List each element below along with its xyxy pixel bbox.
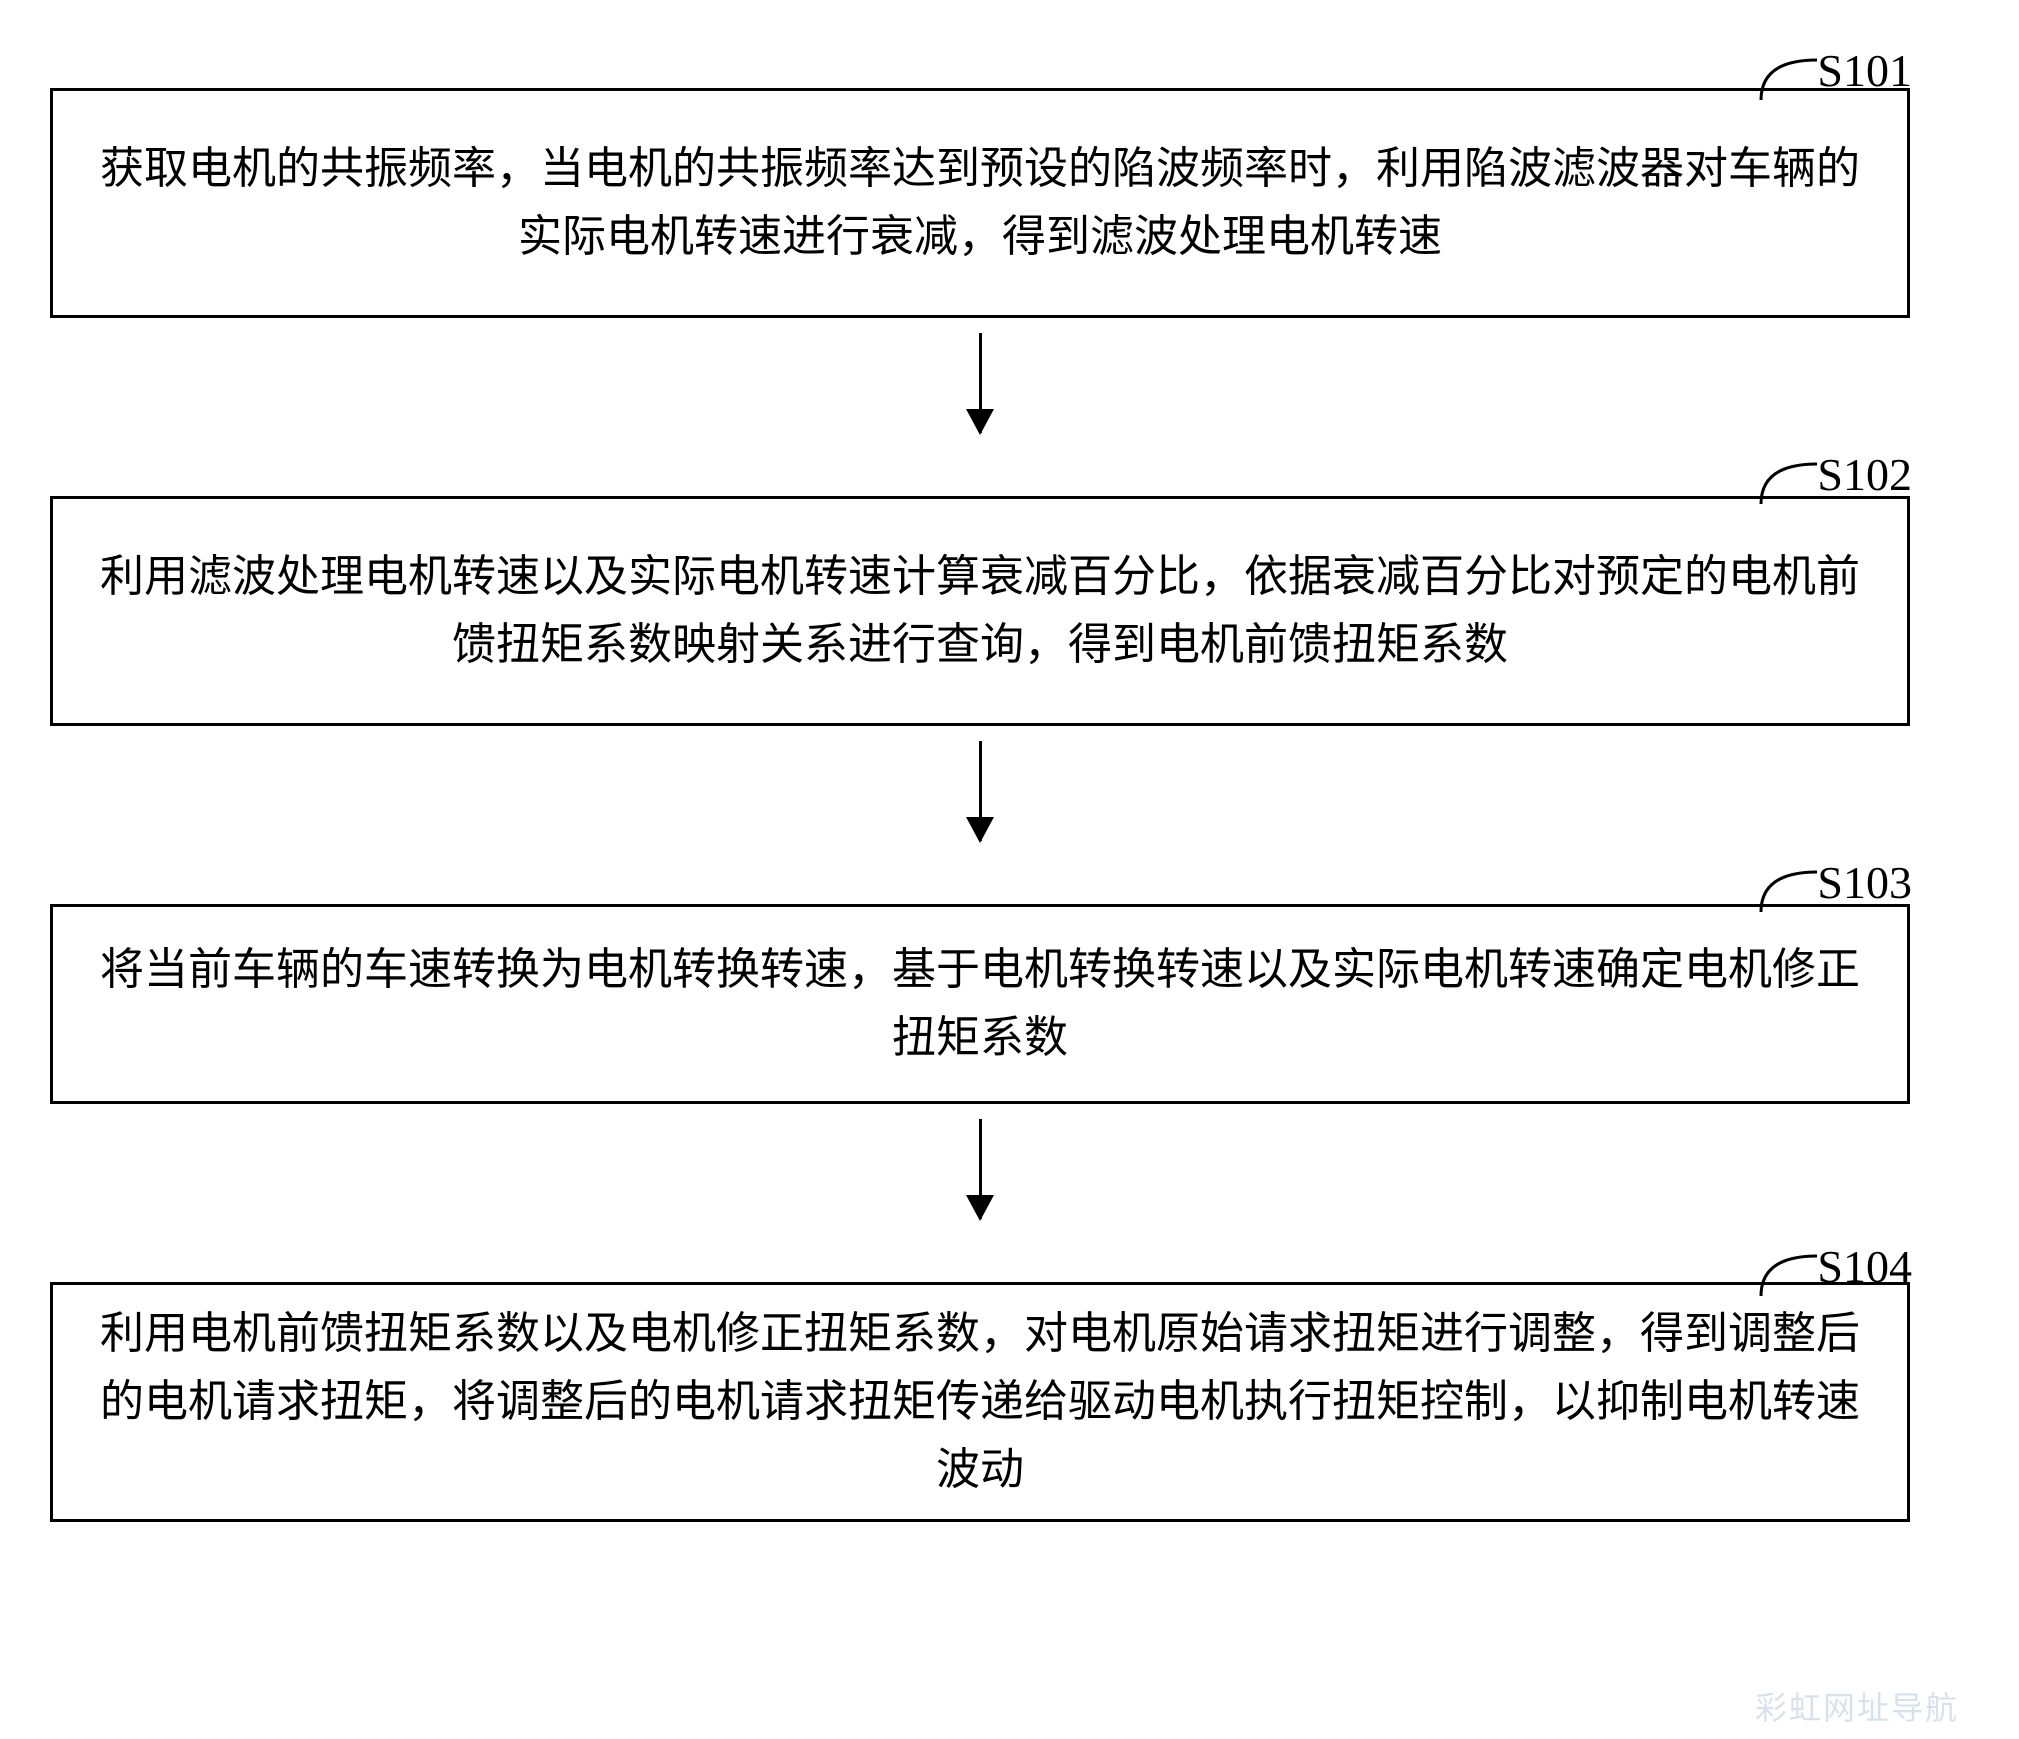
flowchart-container: S101 获取电机的共振频率，当电机的共振频率达到预设的陷波频率时，利用陷波滤波… (50, 40, 1970, 1522)
label-curve-icon (1759, 864, 1819, 914)
arrow-head-icon (966, 409, 994, 435)
label-curve-icon (1759, 1248, 1819, 1298)
step-box-s103: 将当前车辆的车速转换为电机转换转速，基于电机转换转速以及实际电机转速确定电机修正… (50, 904, 1910, 1104)
step-label-s101: S101 (1817, 44, 1912, 97)
step-text: 利用电机前馈扭矩系数以及电机修正扭矩系数，对电机原始请求扭矩进行调整，得到调整后… (93, 1300, 1867, 1505)
step-text: 利用滤波处理电机转速以及实际电机转速计算衰减百分比，依据衰减百分比对预定的电机前… (93, 543, 1867, 679)
watermark-text: 彩虹网址导航 (1755, 1683, 1959, 1729)
step-label-text: S101 (1817, 45, 1912, 96)
step-label-text: S102 (1817, 449, 1912, 500)
arrow-1 (50, 318, 1910, 448)
step-label-s104: S104 (1817, 1240, 1912, 1293)
step-box-s101: 获取电机的共振频率，当电机的共振频率达到预设的陷波频率时，利用陷波滤波器对车辆的… (50, 88, 1910, 318)
step-label-s103: S103 (1817, 856, 1912, 909)
step-label-text: S103 (1817, 857, 1912, 908)
arrow-line-icon (979, 741, 982, 841)
arrow-line-icon (979, 333, 982, 433)
step-text: 获取电机的共振频率，当电机的共振频率达到预设的陷波频率时，利用陷波滤波器对车辆的… (93, 135, 1867, 271)
arrow-head-icon (966, 817, 994, 843)
arrow-2 (50, 726, 1910, 856)
arrow-head-icon (966, 1195, 994, 1221)
label-curve-icon (1759, 52, 1819, 102)
step-label-text: S104 (1817, 1241, 1912, 1292)
label-curve-icon (1759, 456, 1819, 506)
step-box-s102: 利用滤波处理电机转速以及实际电机转速计算衰减百分比，依据衰减百分比对预定的电机前… (50, 496, 1910, 726)
step-box-s104: 利用电机前馈扭矩系数以及电机修正扭矩系数，对电机原始请求扭矩进行调整，得到调整后… (50, 1282, 1910, 1522)
arrow-line-icon (979, 1119, 982, 1219)
step-text: 将当前车辆的车速转换为电机转换转速，基于电机转换转速以及实际电机转速确定电机修正… (93, 936, 1867, 1072)
step-label-s102: S102 (1817, 448, 1912, 501)
arrow-3 (50, 1104, 1910, 1234)
